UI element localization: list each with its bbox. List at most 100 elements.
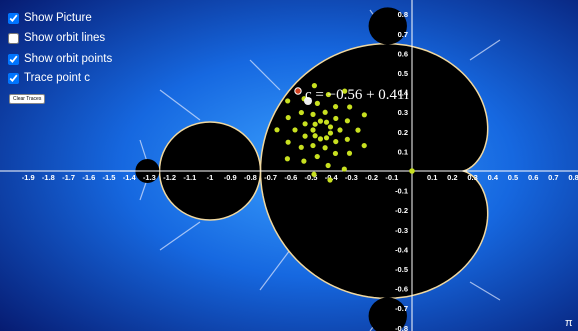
orbit-point [347,104,352,109]
orbit-point [337,127,342,132]
x-tick-label: -1.1 [183,173,196,182]
x-tick-label: 0.2 [447,173,457,182]
x-tick-label: -0.6 [284,173,297,182]
checkbox[interactable] [8,33,19,44]
x-tick-label: 0.1 [427,173,437,182]
y-tick-label: 0.3 [398,108,408,117]
orbit-point [322,145,327,150]
x-tick-label: -1.7 [62,173,75,182]
y-tick-label: 0.5 [398,69,408,78]
orbit-point [333,104,338,109]
orbit-point [345,118,350,123]
x-tick-label: -1.4 [123,173,137,182]
orbit-point [311,172,316,177]
x-tick-label: 0.7 [548,173,558,182]
x-tick-label: -0.3 [345,173,358,182]
orbit-point [310,112,315,117]
orbit-point [328,130,333,135]
x-tick-label: -0.2 [365,173,378,182]
x-tick-label: -1.5 [103,173,116,182]
orbit-point [302,134,307,139]
y-tick-label: 0.6 [398,49,408,58]
x-tick-label: 0.8 [568,173,578,182]
corner-symbol: π [565,317,573,329]
formula: c = −0.56 + 0.41i [305,87,409,103]
orbit-point [318,119,323,124]
y-tick-label: -0.4 [395,245,409,254]
orbit-point [285,98,290,103]
orbit-point [362,143,367,148]
orbit-point [323,110,328,115]
x-tick-label: -1 [207,173,214,182]
orbit-point [292,127,297,132]
orbit-point [318,136,323,141]
y-tick-label: -0.5 [395,265,408,274]
x-tick-label: 0.5 [508,173,518,182]
orbit-point [302,121,307,126]
orbit-point [274,127,279,132]
checkbox-row[interactable]: Show orbit lines [8,32,105,44]
y-tick-label: -0.7 [395,304,408,313]
orbit-point [324,120,329,125]
y-tick-label: 0.1 [398,147,408,156]
orbit-point [310,143,315,148]
checkbox-row[interactable]: Show orbit points [8,53,112,65]
y-tick-label: 0.8 [398,10,408,19]
orbit-point [347,151,352,156]
app: -1.9 -1.8 -1.7 -1.6 -1.5 -1.4 -1.3 -1.2 -1.1 -1 -0… [0,0,578,331]
orbit-point [315,154,320,159]
orbit-point [301,159,306,164]
orbit-point [327,177,332,182]
orbit-point [342,166,347,171]
y-tick-label: -0.8 [395,324,408,331]
point-c [295,88,301,94]
orbit-point [362,112,367,117]
x-tick-label: -0.8 [244,173,257,182]
orbit-point [333,139,338,144]
y-tick-label: 0.7 [398,30,408,39]
checkbox[interactable] [8,73,19,84]
x-tick-label: 0.4 [488,173,499,182]
y-tick-label: -0.1 [395,187,408,196]
x-tick-label: -0.1 [385,173,398,182]
orbit-point [333,116,338,121]
y-tick-label: -0.2 [395,206,408,215]
y-tick-label: -0.3 [395,226,408,235]
checkbox-label: Trace point c [24,72,90,84]
orbit-point [286,115,291,120]
orbit-point [345,137,350,142]
orbit-point [286,140,291,145]
orbit-point [299,145,304,150]
orbit-point [299,110,304,115]
checkbox-label: Show Picture [24,12,92,24]
orbit-point [355,128,360,133]
orbit-point [326,163,331,168]
orbit-point [409,168,415,174]
x-tick-label: -1.9 [22,173,35,182]
x-tick-label: -0.9 [224,173,237,182]
clear-traces-button[interactable]: Clear Traces [9,94,45,104]
orbit-point [324,135,329,140]
orbit-point [313,122,318,127]
checkbox[interactable] [8,13,19,24]
checkbox-row[interactable]: Show Picture [8,12,92,24]
orbit-point [328,124,333,129]
x-tick-label: 0.3 [467,173,477,182]
y-tick-label: 0.2 [398,128,408,137]
orbit-point [333,151,338,156]
plot: -1.9 -1.8 -1.7 -1.6 -1.5 -1.4 -1.3 -1.2 -1.1 -1 -0… [0,0,578,331]
checkbox-row[interactable]: Trace point c [8,72,90,84]
orbit-point [313,133,318,138]
x-tick-label: -1.2 [163,173,176,182]
checkbox[interactable] [8,54,19,65]
checkbox-label: Show orbit lines [24,32,105,44]
x-tick-label: -0.7 [264,173,277,182]
x-tick-label: -1.6 [82,173,95,182]
y-tick-label: -0.6 [395,285,408,294]
orbit-point [310,127,315,132]
orbit-point [285,156,290,161]
x-tick-label: 0.6 [528,173,538,182]
x-tick-label: -1.3 [143,173,156,182]
checkbox-label: Show orbit points [24,53,112,65]
x-tick-label: -1.8 [42,173,55,182]
